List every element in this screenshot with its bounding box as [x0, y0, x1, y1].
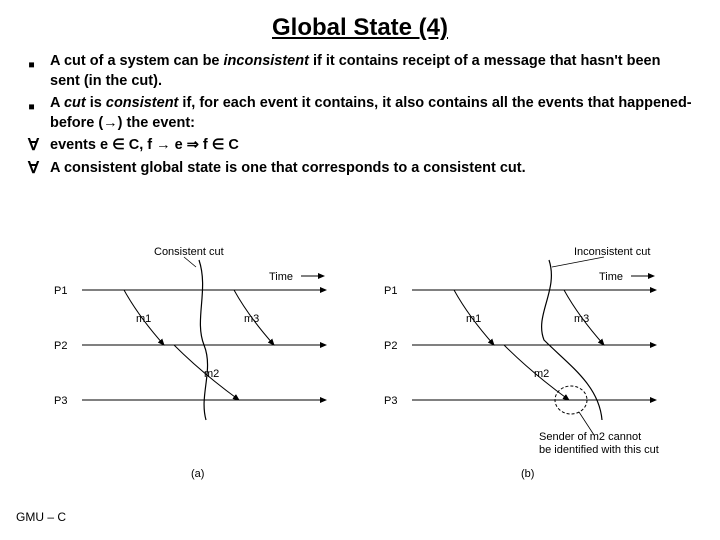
svg-text:P1: P1 [384, 285, 397, 297]
svg-text:m3: m3 [574, 313, 589, 325]
square-bullet-icon: ▪ [28, 52, 50, 78]
diagram: P1 P2 P3 Time m1 m3 m2 Consistent cut (a) P1 P2 P3 T… [54, 245, 674, 485]
svg-text:m2: m2 [534, 368, 549, 380]
bullet-list: ▪A cut of a system can be inconsistent i… [0, 52, 720, 178]
page-title: Global State (4) [0, 0, 720, 52]
bullet-text: A cut of a system can be inconsistent if… [50, 52, 692, 91]
svg-text:Consistent cut: Consistent cut [154, 246, 224, 258]
svg-text:Sender of m2 cannot: Sender of m2 cannot [539, 431, 641, 443]
svg-text:m1: m1 [466, 313, 481, 325]
bullet-item: ▪A cut of a system can be inconsistent i… [28, 52, 692, 91]
bullet-text: A cut is consistent if, for each event i… [50, 94, 692, 133]
svg-text:Time: Time [599, 271, 623, 283]
svg-text:P2: P2 [54, 340, 67, 352]
svg-text:(a): (a) [191, 468, 204, 480]
bullet-item: ∀A consistent global state is one that c… [28, 159, 692, 179]
forall-icon: ∀ [28, 136, 50, 155]
svg-text:m1: m1 [136, 313, 151, 325]
footer-text: GMU – C [16, 510, 66, 524]
bullet-text: A consistent global state is one that co… [50, 159, 692, 179]
square-bullet-icon: ▪ [28, 94, 50, 120]
svg-text:(b): (b) [521, 468, 534, 480]
svg-text:m3: m3 [244, 313, 259, 325]
svg-text:be identified with this cut: be identified with this cut [539, 444, 659, 456]
svg-text:Time: Time [269, 271, 293, 283]
bullet-item: ∀events e ∈ C, f → e ⇒ f ∈ C [28, 136, 692, 156]
svg-text:P2: P2 [384, 340, 397, 352]
svg-text:P1: P1 [54, 285, 67, 297]
forall-icon: ∀ [28, 159, 50, 178]
svg-text:P3: P3 [54, 395, 67, 407]
bullet-text: events e ∈ C, f → e ⇒ f ∈ C [50, 136, 692, 156]
svg-text:Inconsistent cut: Inconsistent cut [574, 246, 650, 258]
bullet-item: ▪A cut is consistent if, for each event … [28, 94, 692, 133]
svg-text:P3: P3 [384, 395, 397, 407]
